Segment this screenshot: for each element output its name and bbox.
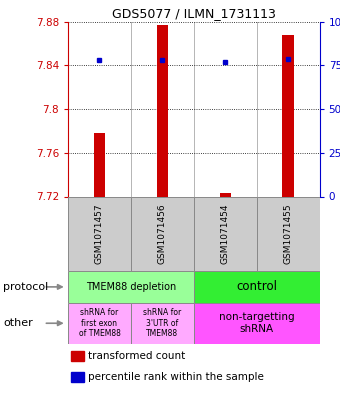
Bar [194, 196, 257, 271]
Text: non-targetting
shRNA: non-targetting shRNA [219, 312, 294, 334]
Bar [94, 133, 105, 196]
Bar [68, 303, 131, 344]
Text: GSM1071457: GSM1071457 [95, 204, 104, 264]
Text: transformed count: transformed count [88, 351, 185, 361]
Bar [257, 196, 320, 271]
Bar [220, 193, 231, 196]
Bar [70, 351, 84, 361]
Bar [70, 372, 84, 382]
Text: GSM1071455: GSM1071455 [284, 204, 293, 264]
Text: protocol: protocol [3, 282, 49, 292]
Text: shRNA for
first exon
of TMEM88: shRNA for first exon of TMEM88 [79, 309, 120, 338]
Text: TMEM88 depletion: TMEM88 depletion [86, 282, 176, 292]
Bar [157, 25, 168, 196]
Text: control: control [236, 280, 277, 294]
Bar [68, 271, 194, 303]
Text: percentile rank within the sample: percentile rank within the sample [88, 372, 264, 382]
Text: shRNA for
3'UTR of
TMEM88: shRNA for 3'UTR of TMEM88 [143, 309, 182, 338]
Bar [194, 271, 320, 303]
Bar [131, 196, 194, 271]
Text: GSM1071456: GSM1071456 [158, 204, 167, 264]
Bar [131, 303, 194, 344]
Text: other: other [3, 318, 33, 328]
Title: GDS5077 / ILMN_1731113: GDS5077 / ILMN_1731113 [112, 7, 276, 20]
Bar [194, 303, 320, 344]
Bar [68, 196, 131, 271]
Text: GSM1071454: GSM1071454 [221, 204, 230, 264]
Bar [283, 35, 294, 197]
